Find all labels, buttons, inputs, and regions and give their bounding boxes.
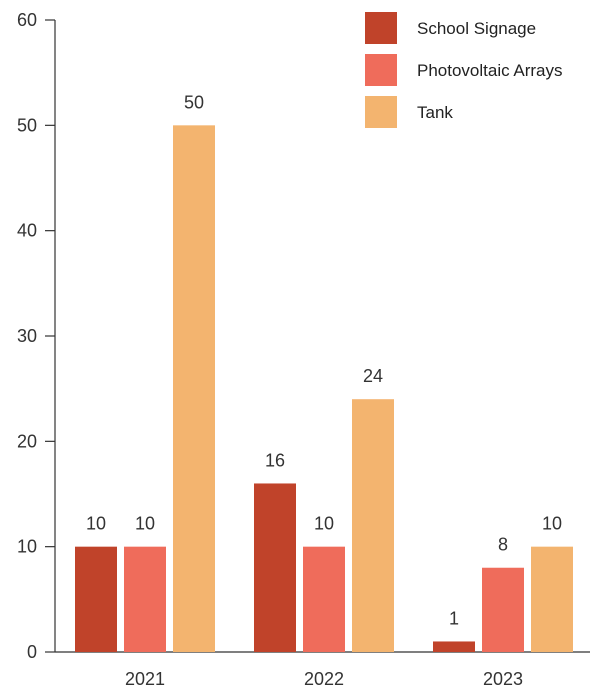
bar-photovoltaic-arrays-2023 <box>482 567 524 652</box>
x-tick-label: 2021 <box>125 669 165 688</box>
data-label: 1 <box>449 608 459 628</box>
y-tick-label: 60 <box>17 10 37 30</box>
y-tick-label: 10 <box>17 537 37 557</box>
data-label: 10 <box>135 514 155 534</box>
legend-swatch <box>365 96 397 128</box>
data-label: 50 <box>184 92 204 112</box>
bar-school-signage-2021 <box>75 546 117 652</box>
legend-label: School Signage <box>417 19 536 38</box>
y-tick-label: 50 <box>17 115 37 135</box>
y-tick-label: 20 <box>17 431 37 451</box>
data-label: 10 <box>314 514 334 534</box>
bar-tank-2022 <box>352 399 394 652</box>
legend: School Signage Photovoltaic Arrays Tank <box>365 12 563 128</box>
data-label: 8 <box>498 535 508 555</box>
y-axis: 0 10 20 30 40 50 60 <box>17 10 56 662</box>
y-tick-label: 30 <box>17 326 37 346</box>
data-label: 10 <box>86 514 106 534</box>
legend-swatch <box>365 12 397 44</box>
x-tick-label: 2023 <box>483 669 523 688</box>
legend-swatch <box>365 54 397 86</box>
data-label: 24 <box>363 366 383 386</box>
bar-tank-2021 <box>173 125 215 653</box>
data-label: 10 <box>542 514 562 534</box>
legend-label: Tank <box>417 103 453 122</box>
bar-school-signage-2022 <box>254 483 296 652</box>
bar-school-signage-2023 <box>433 641 475 652</box>
y-tick-label: 40 <box>17 221 37 241</box>
x-tick-label: 2022 <box>304 669 344 688</box>
x-axis: 2021 2022 2023 <box>55 651 590 688</box>
data-labels: 10 10 50 16 10 24 1 8 10 <box>86 92 562 628</box>
data-label: 16 <box>265 450 285 470</box>
bar-photovoltaic-arrays-2022 <box>303 546 345 652</box>
legend-label: Photovoltaic Arrays <box>417 61 563 80</box>
bar-photovoltaic-arrays-2021 <box>124 546 166 652</box>
bar-tank-2023 <box>531 546 573 652</box>
y-tick-label: 0 <box>27 642 37 662</box>
bars <box>75 125 573 653</box>
